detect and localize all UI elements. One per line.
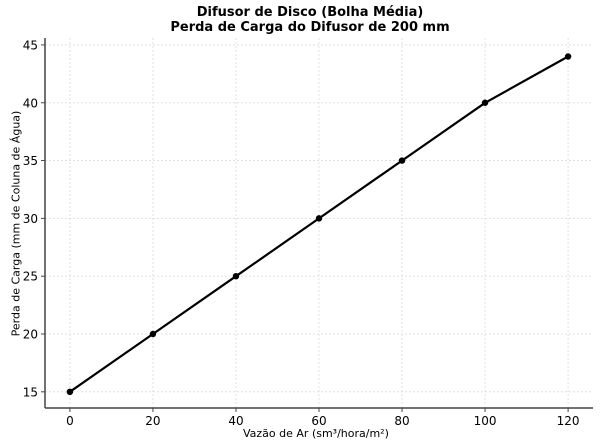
x-tick-label: 20 — [145, 414, 160, 428]
y-tick-label: 30 — [23, 212, 38, 226]
x-tick-label: 60 — [311, 414, 326, 428]
data-point-marker — [315, 215, 323, 222]
data-point-marker — [149, 330, 157, 338]
data-point-marker — [398, 157, 406, 164]
data-point-marker — [481, 99, 489, 106]
data-point-marker — [232, 272, 240, 280]
y-tick-label: 40 — [23, 96, 38, 110]
y-tick-label: 20 — [23, 328, 38, 342]
data-point-marker — [66, 388, 74, 396]
x-tick-label: 40 — [228, 414, 243, 428]
chart-title-line-1: Difusor de Disco (Bolha Média) — [196, 5, 424, 20]
data-point-marker — [564, 53, 572, 60]
x-axis-label: Vazão de Ar (sm³/hora/m²) — [243, 427, 389, 440]
y-tick-label: 25 — [23, 270, 38, 284]
x-tick-label: 100 — [474, 414, 497, 428]
y-tick-label: 45 — [23, 38, 38, 52]
y-tick-label: 15 — [23, 385, 38, 399]
x-tick-label: 120 — [557, 414, 580, 428]
y-axis-label: Perda de Carga (mm de Coluna de Água) — [9, 110, 23, 336]
y-tick-label: 35 — [23, 154, 38, 168]
chart-title-line-2: Perda de Carga do Difusor de 200 mm — [170, 20, 450, 35]
x-tick-label: 80 — [394, 414, 409, 428]
x-tick-label: 0 — [66, 414, 74, 428]
